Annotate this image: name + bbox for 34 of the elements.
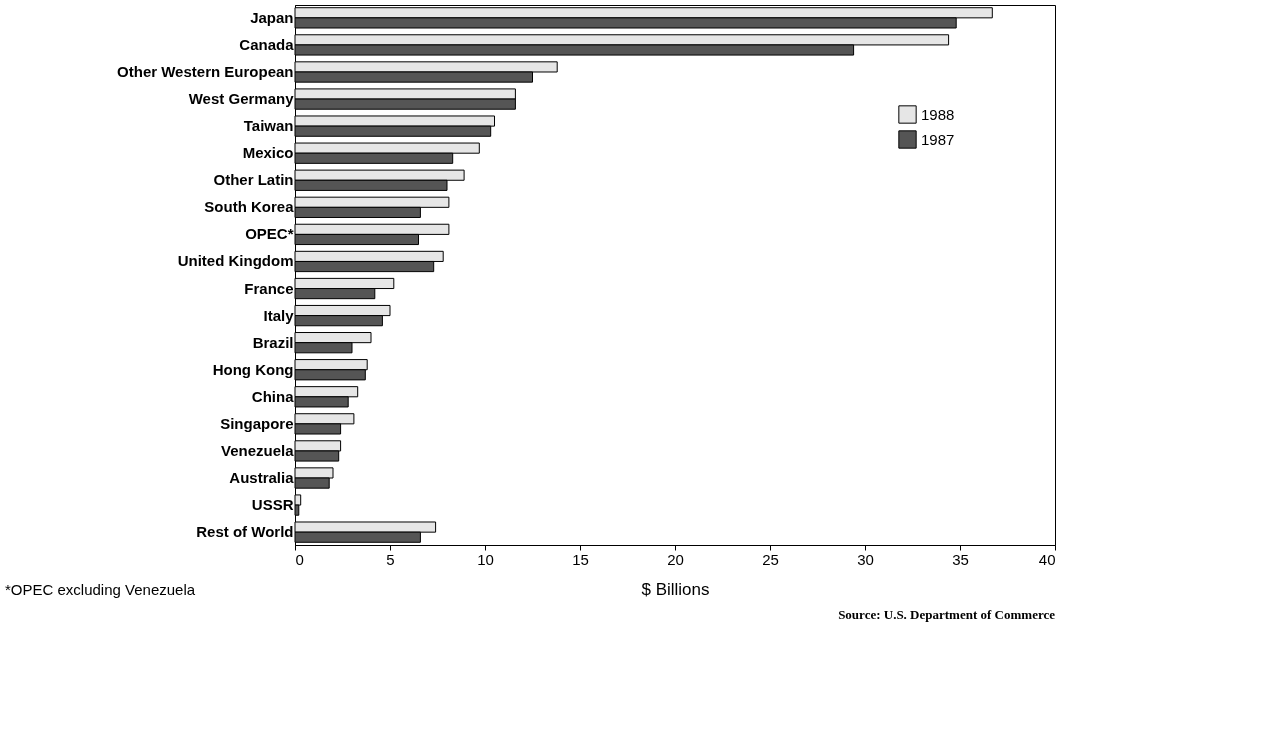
y-tick-label: Italy bbox=[263, 306, 295, 324]
y-tick-label: Other Latin bbox=[213, 171, 294, 189]
legend-label: 1988 bbox=[921, 105, 955, 123]
x-tick-label: 20 bbox=[667, 550, 684, 568]
y-tick-label: France bbox=[244, 279, 294, 297]
x-tick-label: 5 bbox=[386, 550, 395, 568]
x-tick-label: 10 bbox=[477, 550, 494, 568]
x-axis-title: $ Billions bbox=[641, 579, 710, 599]
y-tick-label: South Korea bbox=[204, 198, 295, 216]
y-tick-label: Singapore bbox=[220, 414, 294, 432]
y-tick-label: Brazil bbox=[252, 333, 294, 351]
legend-label: 1987 bbox=[921, 130, 955, 148]
y-tick-label: Venezuela bbox=[220, 441, 295, 459]
y-tick-label: Rest of World bbox=[196, 523, 294, 541]
y-tick-label: China bbox=[251, 387, 295, 405]
x-tick-label: 30 bbox=[857, 550, 874, 568]
x-tick-label: 25 bbox=[762, 550, 779, 568]
y-tick-label: United Kingdom bbox=[177, 252, 294, 270]
text: *OPEC excluding Venezuela bbox=[5, 581, 196, 598]
y-tick-label: Japan bbox=[250, 8, 294, 26]
x-tick-label: 15 bbox=[572, 550, 589, 568]
x-tick-label: 35 bbox=[952, 550, 969, 568]
y-tick-label: OPEC* bbox=[245, 225, 294, 243]
y-tick-label: Mexico bbox=[242, 144, 294, 162]
y-tick-label: Hong Kong bbox=[212, 360, 294, 378]
y-tick-label: USSR bbox=[251, 496, 294, 514]
x-tick-label: 40 bbox=[1038, 550, 1056, 568]
y-tick-label: West Germany bbox=[188, 90, 295, 108]
y-tick-label: Australia bbox=[229, 469, 295, 487]
x-tick-label: 0 bbox=[295, 550, 304, 568]
source-note: Source: U.S. Department of Commerce bbox=[838, 607, 1056, 622]
y-tick-label: Taiwan bbox=[243, 117, 294, 135]
y-tick-label: Canada bbox=[239, 35, 295, 53]
y-tick-label: Other Western European bbox=[117, 62, 294, 80]
